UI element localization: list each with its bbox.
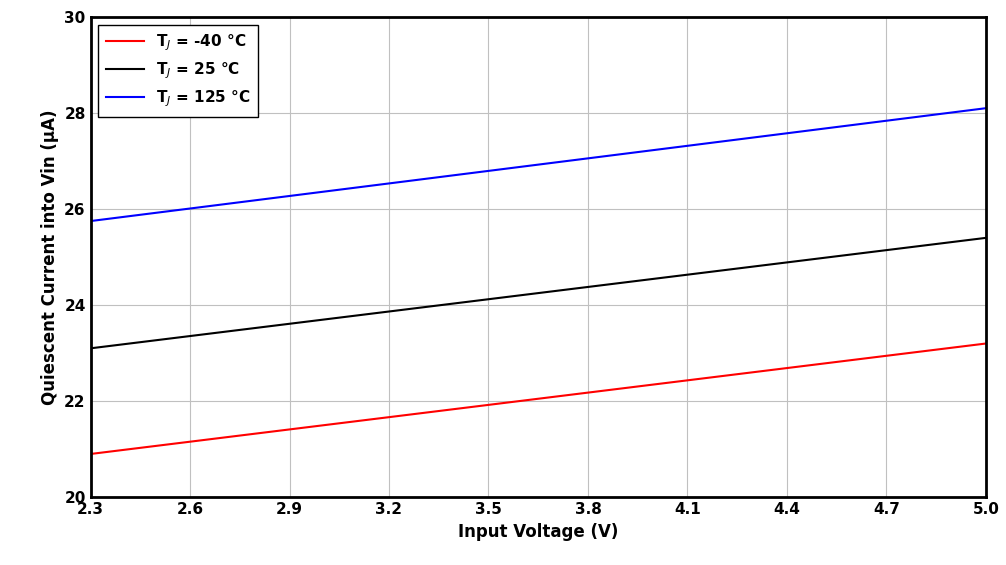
Legend: T$_J$ = -40 °C, T$_J$ = 25 °C, T$_J$ = 125 °C: T$_J$ = -40 °C, T$_J$ = 25 °C, T$_J$ = 1… — [99, 25, 259, 117]
Y-axis label: Quiescent Current into Vin (μA): Quiescent Current into Vin (μA) — [40, 109, 58, 405]
X-axis label: Input Voltage (V): Input Voltage (V) — [458, 523, 619, 541]
